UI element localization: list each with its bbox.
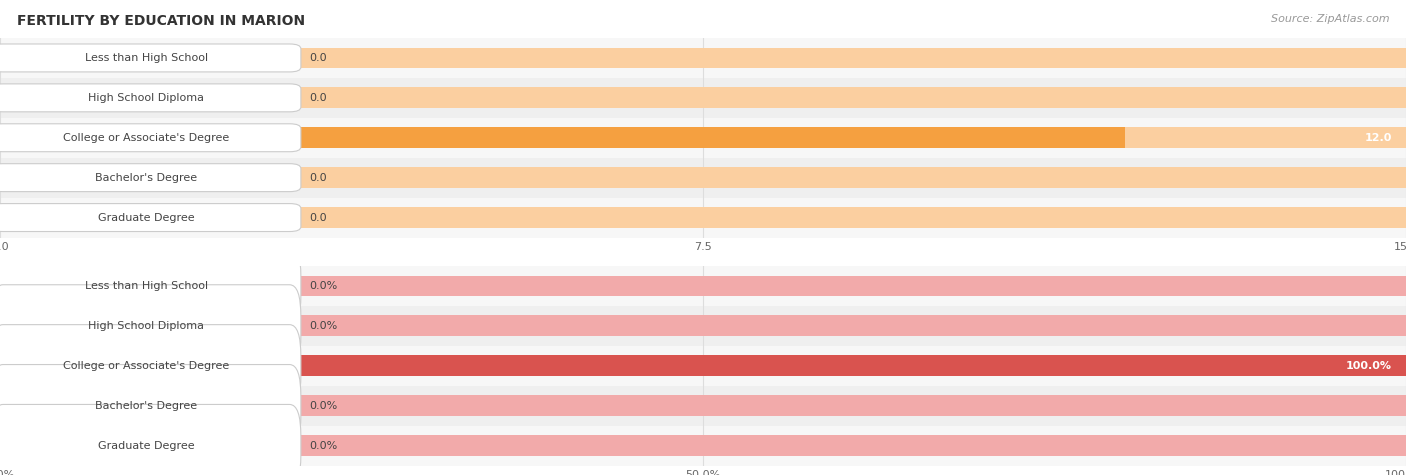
Text: Bachelor's Degree: Bachelor's Degree <box>96 400 197 411</box>
Bar <box>0 87 1406 108</box>
FancyBboxPatch shape <box>0 84 301 112</box>
Text: 0.0: 0.0 <box>309 53 328 63</box>
Bar <box>0 276 1406 296</box>
FancyBboxPatch shape <box>0 164 301 191</box>
Text: 0.0: 0.0 <box>309 212 328 223</box>
Text: 0.0%: 0.0% <box>309 440 337 451</box>
Bar <box>0 127 1125 148</box>
Text: 0.0: 0.0 <box>309 93 328 103</box>
FancyBboxPatch shape <box>0 404 301 475</box>
Bar <box>0 346 1406 386</box>
Text: High School Diploma: High School Diploma <box>89 321 204 331</box>
Text: College or Associate's Degree: College or Associate's Degree <box>63 133 229 143</box>
Text: 0.0%: 0.0% <box>309 400 337 411</box>
Text: Less than High School: Less than High School <box>84 281 208 291</box>
Bar <box>0 266 1406 306</box>
Bar <box>0 395 1406 416</box>
Bar <box>0 355 1406 376</box>
Bar <box>0 48 1406 68</box>
FancyBboxPatch shape <box>0 44 301 72</box>
Bar <box>0 38 1406 78</box>
Bar <box>0 426 1406 466</box>
Text: College or Associate's Degree: College or Associate's Degree <box>63 361 229 371</box>
FancyBboxPatch shape <box>0 324 301 407</box>
Bar <box>0 118 1406 158</box>
Bar <box>0 355 1406 376</box>
Bar <box>0 435 1406 456</box>
FancyBboxPatch shape <box>0 204 301 231</box>
Text: Less than High School: Less than High School <box>84 53 208 63</box>
Bar <box>0 78 1406 118</box>
Text: FERTILITY BY EDUCATION IN MARION: FERTILITY BY EDUCATION IN MARION <box>17 14 305 28</box>
Text: 12.0: 12.0 <box>1365 133 1392 143</box>
Text: 0.0%: 0.0% <box>309 321 337 331</box>
Text: 0.0%: 0.0% <box>309 281 337 291</box>
FancyBboxPatch shape <box>0 124 301 152</box>
FancyBboxPatch shape <box>0 245 301 327</box>
Text: Source: ZipAtlas.com: Source: ZipAtlas.com <box>1271 14 1389 24</box>
Bar <box>0 167 1406 188</box>
Text: Bachelor's Degree: Bachelor's Degree <box>96 172 197 183</box>
Bar <box>0 386 1406 426</box>
Text: 100.0%: 100.0% <box>1346 361 1392 371</box>
Bar <box>0 306 1406 346</box>
Bar <box>0 158 1406 198</box>
Text: 0.0: 0.0 <box>309 172 328 183</box>
FancyBboxPatch shape <box>0 364 301 447</box>
Text: High School Diploma: High School Diploma <box>89 93 204 103</box>
Bar <box>0 315 1406 336</box>
Text: Graduate Degree: Graduate Degree <box>98 440 194 451</box>
Bar <box>0 198 1406 238</box>
Bar <box>0 127 1406 148</box>
Text: Graduate Degree: Graduate Degree <box>98 212 194 223</box>
Bar <box>0 207 1406 228</box>
FancyBboxPatch shape <box>0 285 301 367</box>
